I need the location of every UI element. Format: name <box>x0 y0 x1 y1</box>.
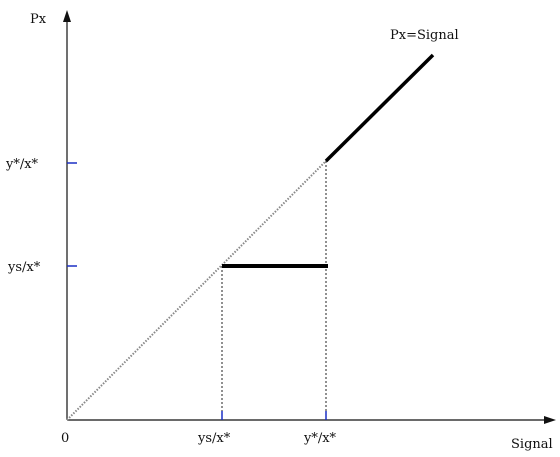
y-tick-label-ys: ys/x* <box>7 260 41 275</box>
x-tick-label-ystar: y*/x* <box>303 431 337 446</box>
dotted-diagonal-line <box>66 160 327 421</box>
y-tick-label-ystar: y*/x* <box>5 157 39 172</box>
line-annotation: Px=Signal <box>390 28 459 43</box>
x-tick-label-ys: ys/x* <box>197 431 231 446</box>
origin-label: 0 <box>61 431 69 446</box>
y-axis-arrow <box>63 10 71 22</box>
px-equals-signal-line <box>324 53 435 163</box>
x-axis-arrow <box>544 416 556 424</box>
x-axis-label: Signal <box>511 437 553 452</box>
y-axis-label: Px <box>30 12 47 27</box>
